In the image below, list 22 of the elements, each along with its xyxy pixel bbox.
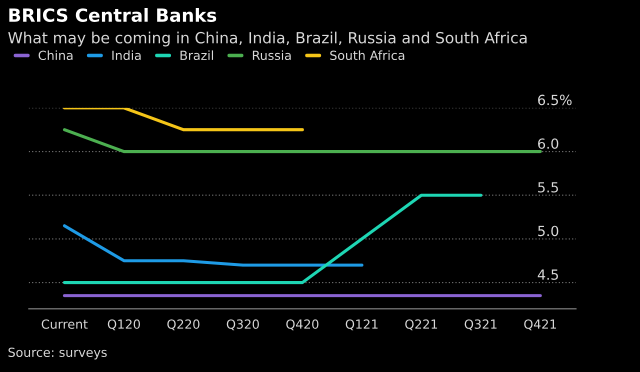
x-tick-label: Q121 [346, 319, 378, 330]
y-tick-label: 4.5 [538, 270, 558, 280]
legend-label: South Africa [330, 50, 404, 60]
x-tick-label: Q420 [286, 319, 318, 330]
legend-label: Brazil [180, 50, 214, 60]
x-tick-label: Q321 [464, 319, 497, 330]
x-tick-label: Q220 [167, 319, 200, 330]
legend-label: India [112, 50, 141, 60]
y-tick-label: 5.5 [538, 182, 558, 193]
chart-subtitle: What may be coming in China, India, Brazil, Russia and South Africa [8, 32, 527, 46]
y-tick-label: 5.0 [538, 226, 558, 236]
x-tick-label: Q320 [226, 319, 259, 330]
x-tick-label: Q221 [405, 319, 438, 330]
y-tick-label: 6.0 [538, 138, 558, 149]
y-tick-label: 6.5% [538, 94, 572, 106]
x-tick-label: Current [42, 319, 88, 329]
x-tick-label: Q421 [524, 319, 556, 330]
legend-label: China [38, 50, 72, 60]
x-tick-label: Q120 [108, 319, 140, 330]
chart-title: BRICS Central Banks [9, 8, 216, 22]
source-note: Source: surveys [8, 348, 107, 360]
legend-label: Russia [252, 50, 291, 60]
